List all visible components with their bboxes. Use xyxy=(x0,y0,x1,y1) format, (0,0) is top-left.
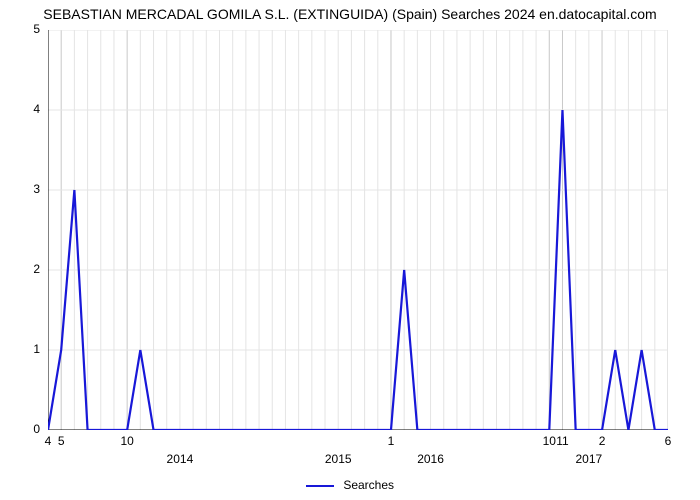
legend: Searches xyxy=(0,478,700,492)
legend-line xyxy=(306,485,334,487)
x-tick-label: 10 xyxy=(543,434,556,448)
x-tick-label: 1 xyxy=(388,434,395,448)
x-tick-label: 2 xyxy=(599,434,606,448)
y-tick-label: 2 xyxy=(10,262,40,276)
y-tick-label: 5 xyxy=(10,22,40,36)
chart-svg xyxy=(48,30,668,430)
y-tick-label: 3 xyxy=(10,182,40,196)
year-label: 2015 xyxy=(325,452,352,466)
x-tick-label: 6 xyxy=(665,434,672,448)
x-tick-label: 5 xyxy=(58,434,65,448)
x-tick-label: 11 xyxy=(556,434,568,448)
plot-area xyxy=(48,30,668,430)
y-tick-label: 4 xyxy=(10,102,40,116)
year-label: 2016 xyxy=(417,452,444,466)
x-tick-label: 10 xyxy=(120,434,133,448)
y-tick-label: 1 xyxy=(10,342,40,356)
year-label: 2014 xyxy=(167,452,194,466)
legend-label: Searches xyxy=(343,478,394,492)
chart-title: SEBASTIAN MERCADAL GOMILA S.L. (EXTINGUI… xyxy=(0,6,700,22)
y-tick-label: 0 xyxy=(10,422,40,436)
year-label: 2017 xyxy=(575,452,602,466)
x-tick-label: 4 xyxy=(45,434,52,448)
